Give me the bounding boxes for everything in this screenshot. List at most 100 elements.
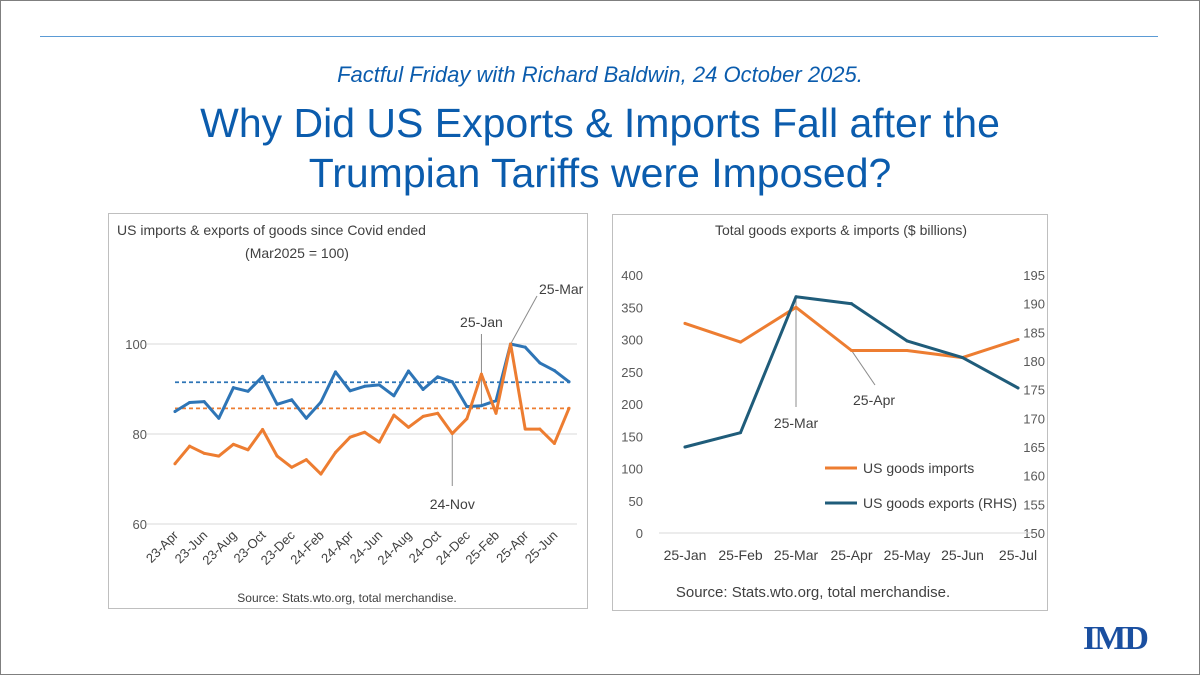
right-legend-label-us-goods-exports-rhs: US goods exports (RHS)	[863, 495, 1017, 511]
left-annotation-25-jan: 25-Jan	[460, 314, 503, 330]
left-point-us-goods-exports-24-feb	[319, 400, 323, 404]
left-point-us-goods-imports-24-oct	[436, 411, 440, 415]
right-xtick-label-25-jul: 25-Jul	[999, 547, 1037, 563]
left-series-line-us-goods-exports	[173, 342, 571, 420]
right-chart: Total goods exports & imports ($ billion…	[621, 222, 1045, 601]
left-point-us-goods-exports-25-feb	[494, 399, 498, 403]
left-point-us-goods-imports-23-jul	[217, 454, 221, 458]
left-point-us-goods-imports-23-may	[188, 444, 192, 448]
left-ytick-label-100: 100	[125, 337, 147, 352]
left-point-us-goods-imports-24-jan	[304, 458, 308, 462]
right-left-ytick-label-350: 350	[621, 300, 643, 315]
right-left-ytick-label-200: 200	[621, 397, 643, 412]
top-rule	[40, 36, 1158, 37]
left-point-us-goods-exports-23-sep	[246, 389, 250, 393]
right-annotation-leader-25-apr	[851, 350, 876, 386]
left-ytick-label-60: 60	[133, 517, 147, 532]
left-point-us-goods-imports-23-jun	[202, 451, 206, 455]
left-point-us-goods-exports-25-jan	[479, 404, 483, 408]
left-point-us-goods-exports-25-jun	[552, 369, 556, 373]
right-point-us-goods-imports-25-feb	[739, 340, 742, 344]
left-annotation-25-mar: 25-Mar	[539, 281, 584, 297]
right-left-ytick-label-50: 50	[629, 494, 643, 509]
left-point-us-goods-imports-25-jun	[552, 441, 556, 445]
left-point-us-goods-exports-24-sep	[421, 387, 425, 391]
left-point-us-goods-imports-23-sep	[246, 448, 250, 452]
right-chart-source: Source: Stats.wto.org, total merchandise…	[676, 584, 950, 601]
right-xtick-label-25-jan: 25-Jan	[664, 547, 707, 563]
left-point-us-goods-imports-25-apr	[523, 427, 527, 431]
left-point-us-goods-exports-24-jul	[392, 394, 396, 398]
left-chart-subtitle: (Mar2025 = 100)	[245, 245, 349, 261]
left-point-us-goods-imports-23-nov	[275, 454, 279, 458]
left-point-us-goods-imports-23-dec	[290, 465, 294, 469]
left-point-us-goods-imports-24-aug	[406, 425, 410, 429]
right-right-ytick-label-180: 180	[1023, 354, 1045, 369]
left-point-us-goods-imports-24-may	[363, 430, 367, 434]
left-xtick-label-25-feb: 25-Feb	[462, 528, 502, 568]
left-xtick-label-24-feb: 24-Feb	[287, 528, 327, 568]
left-point-us-goods-imports-24-mar	[334, 450, 338, 454]
slide-title-line-1: Why Did US Exports & Imports Fall after …	[200, 100, 1000, 146]
right-xtick-label-25-apr: 25-Apr	[830, 547, 872, 563]
left-point-us-goods-imports-25-feb	[494, 411, 498, 415]
left-ytick-label-80: 80	[133, 427, 147, 442]
left-point-us-goods-imports-24-feb	[319, 472, 323, 476]
right-right-ytick-label-155: 155	[1023, 497, 1045, 512]
left-series-line-us-goods-imports	[173, 342, 571, 476]
right-point-us-goods-imports-25-jul	[1016, 338, 1020, 341]
right-point-us-goods-exports-rhs-25-feb	[739, 431, 742, 435]
right-annotation-25-apr: 25-Apr	[853, 392, 895, 408]
left-point-us-goods-exports-24-jan	[304, 416, 308, 420]
left-point-us-goods-exports-25-may	[538, 361, 542, 365]
left-point-us-goods-imports-23-oct	[261, 428, 265, 431]
left-chart: US imports & exports of goods since Covi…	[117, 222, 584, 605]
left-point-us-goods-imports-23-apr	[173, 462, 177, 466]
right-point-us-goods-imports-25-mar	[794, 305, 798, 309]
left-point-us-goods-exports-24-aug	[406, 369, 410, 373]
left-point-us-goods-imports-25-jan	[479, 372, 483, 376]
left-point-us-goods-exports-24-mar	[334, 370, 338, 374]
right-annotation-25-mar: 25-Mar	[774, 415, 819, 431]
right-xtick-label-25-mar: 25-Mar	[774, 547, 819, 563]
right-point-us-goods-imports-25-may	[905, 348, 909, 352]
right-xtick-label-25-feb: 25-Feb	[718, 547, 763, 563]
slide-subtitle: Factful Friday with Richard Baldwin, 24 …	[337, 62, 863, 87]
left-chart-panel: US imports & exports of goods since Covi…	[108, 213, 588, 609]
left-point-us-goods-imports-24-jul	[392, 413, 396, 417]
left-point-us-goods-exports-24-dec	[465, 405, 469, 409]
left-point-us-goods-exports-24-nov	[450, 380, 454, 384]
left-point-us-goods-imports-25-mar	[509, 342, 513, 346]
slide-title-line-2: Trumpian Tariffs were Imposed?	[308, 150, 892, 196]
left-point-us-goods-exports-23-dec	[290, 398, 294, 402]
right-point-us-goods-imports-25-apr	[850, 348, 853, 352]
left-point-us-goods-exports-23-jul	[217, 416, 221, 420]
right-left-ytick-label-400: 400	[621, 268, 643, 283]
left-point-us-goods-imports-25-jul	[567, 406, 571, 410]
right-right-ytick-label-170: 170	[1023, 411, 1045, 426]
right-point-us-goods-exports-rhs-25-jun	[961, 356, 964, 360]
right-right-ytick-label-195: 195	[1023, 268, 1045, 283]
left-point-us-goods-imports-24-nov	[450, 432, 454, 436]
left-chart-source: Source: Stats.wto.org, total merchandise…	[237, 591, 456, 605]
left-point-us-goods-imports-24-apr	[348, 435, 352, 439]
right-left-ytick-label-300: 300	[621, 333, 643, 348]
left-point-us-goods-imports-24-sep	[421, 414, 425, 418]
left-point-us-goods-imports-25-may	[538, 427, 542, 431]
left-point-us-goods-exports-23-oct	[261, 374, 265, 378]
right-point-us-goods-exports-rhs-25-mar	[794, 295, 798, 299]
right-right-ytick-label-160: 160	[1023, 469, 1045, 484]
imd-logo: IMD	[1083, 620, 1149, 657]
right-left-ytick-label-0: 0	[636, 526, 643, 541]
left-point-us-goods-exports-24-jun	[377, 383, 381, 387]
left-point-us-goods-exports-23-nov	[275, 402, 279, 406]
left-annotation-leader-25-mar	[510, 295, 538, 345]
right-right-ytick-label-150: 150	[1023, 526, 1045, 541]
left-point-us-goods-imports-24-jun	[377, 440, 381, 444]
right-xtick-label-25-jun: 25-Jun	[941, 547, 984, 563]
left-chart-title: US imports & exports of goods since Covi…	[117, 222, 426, 238]
right-series-line-us-goods-exports-rhs	[683, 295, 1020, 449]
left-point-us-goods-exports-23-aug	[231, 386, 235, 390]
left-point-us-goods-exports-23-apr	[173, 410, 177, 413]
right-chart-title: Total goods exports & imports ($ billion…	[715, 222, 967, 238]
